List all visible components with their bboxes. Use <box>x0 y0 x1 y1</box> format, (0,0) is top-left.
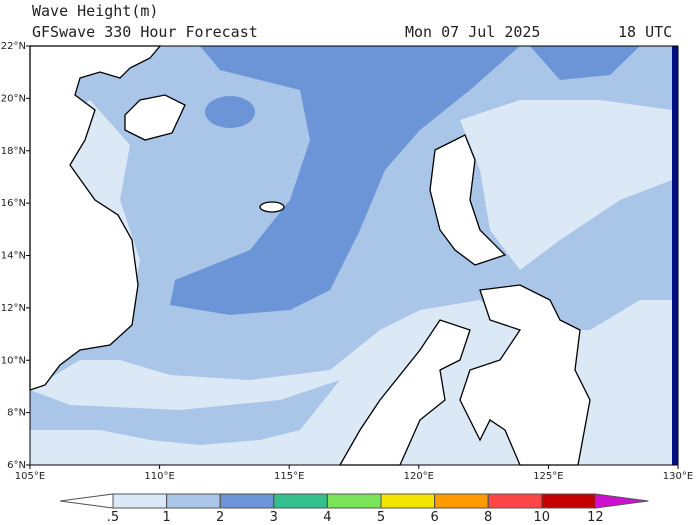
island <box>259 201 285 213</box>
colorbar-box <box>326 493 382 509</box>
field-band-dark <box>530 46 640 80</box>
y-tick-label: 8°N <box>7 408 26 419</box>
map-axes: 6°N 8°N 10°N 12°N 14°N 16°N 18°N 20°N 22°N 105°E 1… <box>1 41 693 482</box>
y-tick-label: 6°N <box>7 460 26 471</box>
forecast-date: Mon 07 Jul 2025 <box>405 23 540 41</box>
colorbar-label: 2 <box>216 510 224 525</box>
colorbar-box <box>487 493 543 509</box>
field-band-light <box>460 100 672 270</box>
map-title: Wave Height(m) <box>32 2 158 20</box>
y-tick-label: 22°N <box>1 41 26 52</box>
y-tick-label: 16°N <box>1 198 26 209</box>
y-tick-label: 14°N <box>1 251 26 262</box>
colorbar-label: 8 <box>484 510 492 525</box>
x-tick-label: 130°E <box>663 471 693 482</box>
x-tick-label: 110°E <box>144 471 174 482</box>
mindanao-visayas <box>459 284 591 466</box>
x-tick-label: 120°E <box>404 471 434 482</box>
forecast-time: 18 UTC <box>618 23 672 41</box>
mainland-coast <box>29 45 162 391</box>
colorbar-box <box>541 493 596 509</box>
colorbar-end <box>594 493 649 509</box>
luzon <box>429 134 507 266</box>
field-band-mid <box>30 380 340 445</box>
x-tick-label: 115°E <box>274 471 304 482</box>
y-tick-label: 10°N <box>1 355 26 366</box>
colorbar-end <box>59 493 114 509</box>
colorbar-label: 12 <box>587 510 604 525</box>
colorbar-box <box>219 493 275 509</box>
x-tick-label: 125°E <box>533 471 563 482</box>
land <box>29 45 591 466</box>
colorbar-label: 4 <box>323 510 331 525</box>
y-tick-label: 20°N <box>1 93 26 104</box>
y-tick-label: 12°N <box>1 303 26 314</box>
colorbar-box <box>380 493 436 509</box>
colorbar-box <box>112 493 168 509</box>
colorbar-label: .5 <box>107 510 119 525</box>
colorbar-label: 3 <box>270 510 278 525</box>
map-subtitle: GFSwave 330 Hour Forecast <box>32 23 258 41</box>
x-tick-label: 105°E <box>15 471 45 482</box>
colorbar-box <box>434 493 489 509</box>
colorbar-label: 10 <box>534 510 551 525</box>
borneo <box>338 319 471 466</box>
colorbar-box <box>166 493 221 509</box>
field-band-dark <box>170 46 520 315</box>
hainan <box>124 94 186 141</box>
colorbar-label: 1 <box>162 510 170 525</box>
colorbar: .5 1 2 3 4 5 6 8 10 12 <box>59 493 649 525</box>
y-tick-label: 18°N <box>1 146 26 157</box>
field-band-dark <box>205 96 255 128</box>
colorbar-box <box>273 493 328 509</box>
colorbar-label: 6 <box>430 510 438 525</box>
colorbar-label: 5 <box>377 510 385 525</box>
map-edge <box>672 46 678 465</box>
